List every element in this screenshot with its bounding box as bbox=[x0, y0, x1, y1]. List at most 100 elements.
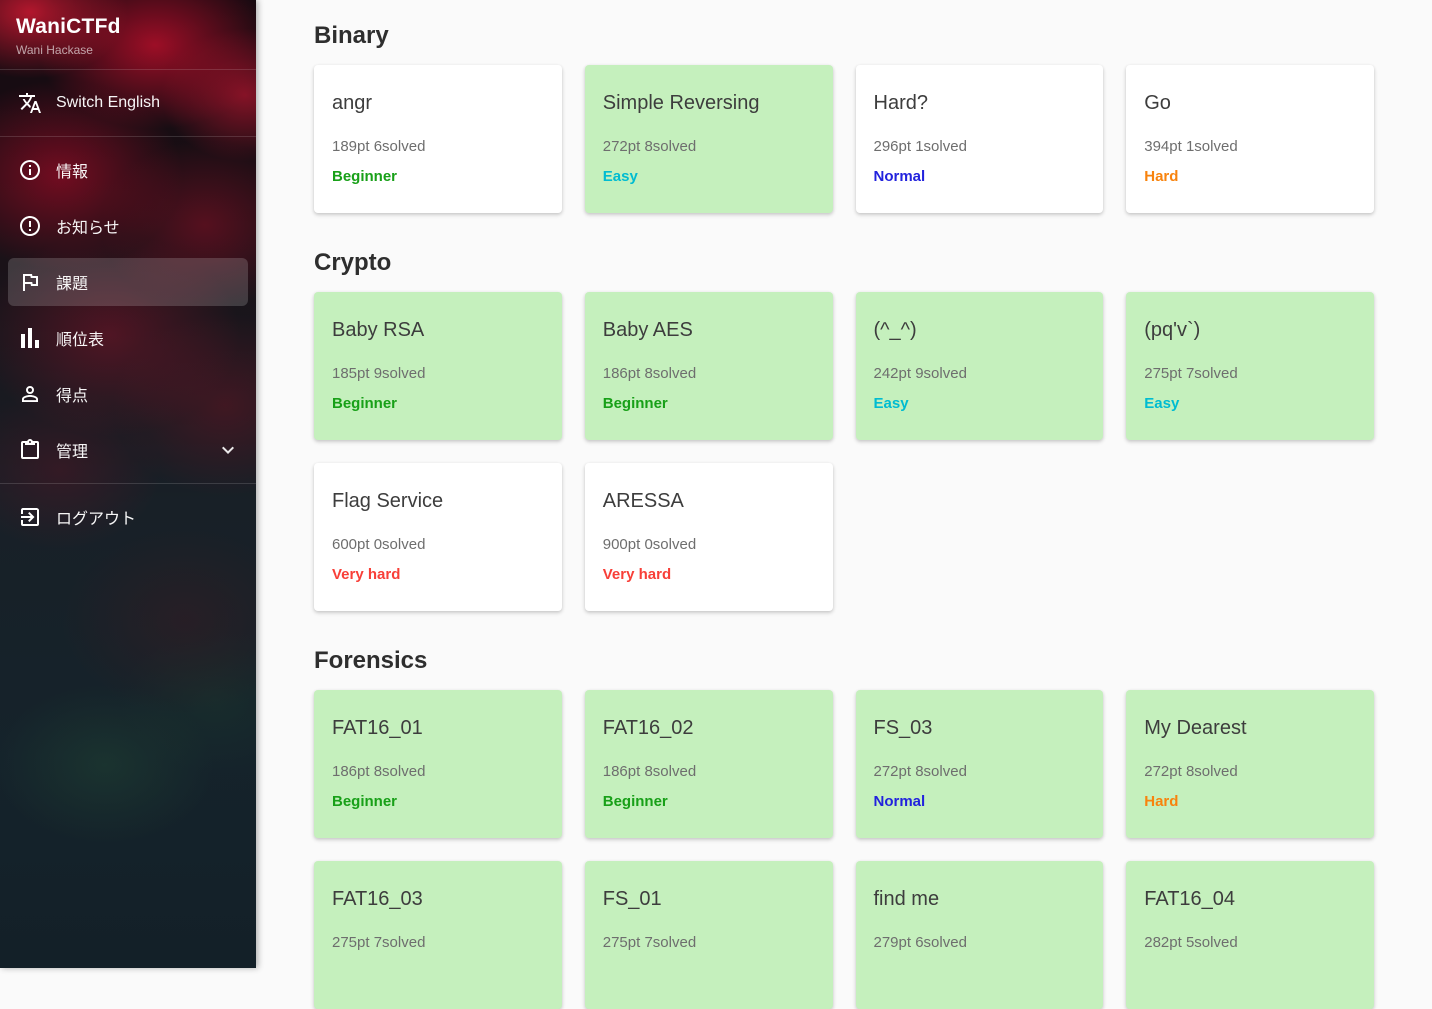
logout-icon bbox=[18, 505, 42, 529]
challenge-card[interactable]: FS_03 272pt 8solved Normal bbox=[855, 690, 1104, 838]
challenge-card[interactable]: (^_^) 242pt 9solved Easy bbox=[855, 292, 1104, 440]
sidebar-item-label: 課題 bbox=[56, 276, 89, 293]
challenge-points: 275pt 7solved bbox=[602, 934, 697, 951]
challenge-card[interactable]: FAT16_02 186pt 8solved Beginner bbox=[584, 690, 833, 838]
challenge-title: FAT16_02 bbox=[602, 717, 694, 739]
challenge-points: 600pt 0solved bbox=[332, 536, 426, 553]
sidebar-item-label: 管理 bbox=[56, 444, 89, 461]
challenge-card[interactable]: angr 189pt 6solved Beginner bbox=[314, 65, 562, 213]
app-subtitle: Wani Hackase bbox=[16, 43, 93, 57]
clipboard-icon bbox=[18, 438, 42, 462]
challenge-points: 185pt 9solved bbox=[332, 365, 426, 382]
challenge-card[interactable]: FAT16_03 275pt 7solved bbox=[314, 861, 562, 1009]
challenge-card[interactable]: Hard? 296pt 1solved Normal bbox=[855, 65, 1104, 213]
challenge-card[interactable]: find me 279pt 6solved bbox=[855, 861, 1104, 1009]
challenge-title: Baby AES bbox=[602, 319, 693, 341]
challenge-title: FS_03 bbox=[873, 717, 933, 739]
divider bbox=[0, 483, 256, 484]
challenge-card[interactable]: FAT16_01 186pt 8solved Beginner bbox=[314, 690, 562, 838]
difficulty-badge: Very hard bbox=[602, 566, 672, 583]
challenge-title: Baby RSA bbox=[332, 319, 425, 341]
challenge-points: 272pt 8solved bbox=[602, 138, 697, 155]
challenge-points: 272pt 8solved bbox=[1144, 763, 1238, 780]
category-title: Crypto bbox=[314, 249, 392, 276]
difficulty-badge: Easy bbox=[602, 168, 638, 185]
challenge-card[interactable]: Go 394pt 1solved Hard bbox=[1126, 65, 1374, 213]
challenge-card[interactable]: Baby RSA 185pt 9solved Beginner bbox=[314, 292, 562, 440]
challenge-title: Go bbox=[1144, 92, 1171, 114]
challenge-card[interactable]: My Dearest 272pt 8solved Hard bbox=[1126, 690, 1374, 838]
challenge-points: 296pt 1solved bbox=[873, 138, 967, 155]
challenge-board: Binary angr 189pt 6solved Beginner Simple Re… bbox=[256, 0, 1432, 1009]
challenge-card[interactable]: Flag Service 600pt 0solved Very hard bbox=[314, 463, 562, 611]
challenge-card[interactable]: FAT16_04 282pt 5solved bbox=[1126, 861, 1374, 1009]
info-icon bbox=[18, 158, 42, 182]
switch-language-label: Switch English bbox=[56, 94, 161, 111]
challenge-title: FAT16_03 bbox=[332, 888, 423, 910]
challenge-card[interactable]: Simple Reversing 272pt 8solved Easy bbox=[584, 65, 833, 213]
challenge-grid: Baby RSA 185pt 9solved Beginner Baby AES 186… bbox=[314, 292, 1374, 611]
chevron-down-icon[interactable] bbox=[216, 438, 240, 462]
challenge-grid: angr 189pt 6solved Beginner Simple Reversin… bbox=[314, 65, 1374, 213]
challenge-points: 242pt 9solved bbox=[873, 365, 967, 382]
difficulty-badge: Normal bbox=[873, 793, 926, 810]
divider bbox=[0, 136, 256, 137]
category-title: Forensics bbox=[314, 647, 428, 674]
difficulty-badge: Very hard bbox=[332, 566, 401, 583]
challenge-card[interactable]: ARESSA 900pt 0solved Very hard bbox=[584, 463, 833, 611]
sidebar-item-flag[interactable]: 課題 bbox=[0, 254, 256, 310]
challenge-points: 275pt 7solved bbox=[1144, 365, 1238, 382]
difficulty-badge: Normal bbox=[873, 168, 926, 185]
challenge-points: 189pt 6solved bbox=[332, 138, 426, 155]
challenge-points: 272pt 8solved bbox=[873, 763, 967, 780]
challenge-title: FAT16_01 bbox=[332, 717, 423, 739]
difficulty-badge: Beginner bbox=[332, 395, 398, 412]
difficulty-badge: Beginner bbox=[332, 168, 398, 185]
flag-icon bbox=[18, 270, 42, 294]
sidebar-item-label: 得点 bbox=[56, 388, 89, 405]
challenge-card[interactable]: (pq'v`) 275pt 7solved Easy bbox=[1126, 292, 1374, 440]
switch-language-button[interactable]: Switch English bbox=[0, 70, 256, 136]
category-title: Binary bbox=[314, 22, 389, 49]
challenge-title: ARESSA bbox=[602, 490, 684, 512]
bar-chart-icon bbox=[18, 326, 42, 350]
sidebar-item-info[interactable]: 情報 bbox=[0, 142, 256, 198]
challenge-title: FS_01 bbox=[602, 888, 662, 910]
sidebar-item-alert[interactable]: お知らせ bbox=[0, 198, 256, 254]
sidebar-item-bar-chart[interactable]: 順位表 bbox=[0, 310, 256, 366]
challenge-points: 275pt 7solved bbox=[332, 934, 426, 951]
logout-button[interactable]: ログアウト bbox=[0, 489, 256, 545]
sidebar-item-label: 順位表 bbox=[56, 332, 105, 349]
challenge-title: Flag Service bbox=[332, 490, 444, 512]
challenge-title: Simple Reversing bbox=[602, 92, 760, 114]
sidebar-item-clipboard[interactable]: 管理 bbox=[0, 422, 256, 478]
challenge-title: FAT16_04 bbox=[1144, 888, 1236, 910]
logout-label: ログアウト bbox=[56, 511, 137, 528]
category-section: Forensics FAT16_01 186pt 8solved Beginner FA… bbox=[314, 647, 1374, 1009]
challenge-title: (pq'v`) bbox=[1144, 319, 1201, 341]
app-title: WaniCTFd bbox=[16, 15, 121, 38]
challenge-card[interactable]: Baby AES 186pt 8solved Beginner bbox=[584, 292, 833, 440]
person-icon bbox=[18, 382, 42, 406]
sidebar-item-person[interactable]: 得点 bbox=[0, 366, 256, 422]
app-header: WaniCTFd Wani Hackase bbox=[0, 0, 256, 69]
challenge-title: My Dearest bbox=[1144, 717, 1247, 739]
challenge-points: 186pt 8solved bbox=[602, 763, 697, 780]
challenge-points: 186pt 8solved bbox=[602, 365, 697, 382]
sidebar-nav: 情報お知らせ課題順位表得点管理 bbox=[0, 137, 256, 483]
difficulty-badge: Hard bbox=[1144, 168, 1179, 185]
challenge-points: 279pt 6solved bbox=[873, 934, 967, 951]
challenge-title: angr bbox=[332, 92, 373, 114]
challenge-title: find me bbox=[873, 888, 940, 910]
difficulty-badge: Easy bbox=[1144, 395, 1180, 412]
difficulty-badge: Beginner bbox=[332, 793, 398, 810]
challenge-card[interactable]: FS_01 275pt 7solved bbox=[584, 861, 833, 1009]
difficulty-badge: Beginner bbox=[602, 793, 668, 810]
challenge-title: Hard? bbox=[873, 92, 928, 114]
challenge-points: 186pt 8solved bbox=[332, 763, 426, 780]
challenge-title: (^_^) bbox=[873, 319, 917, 341]
difficulty-badge: Easy bbox=[873, 395, 909, 412]
sidebar: WaniCTFd Wani Hackase Switch English 情報お… bbox=[0, 0, 256, 968]
challenge-points: 282pt 5solved bbox=[1144, 934, 1238, 951]
sidebar-item-label: お知らせ bbox=[56, 220, 120, 237]
